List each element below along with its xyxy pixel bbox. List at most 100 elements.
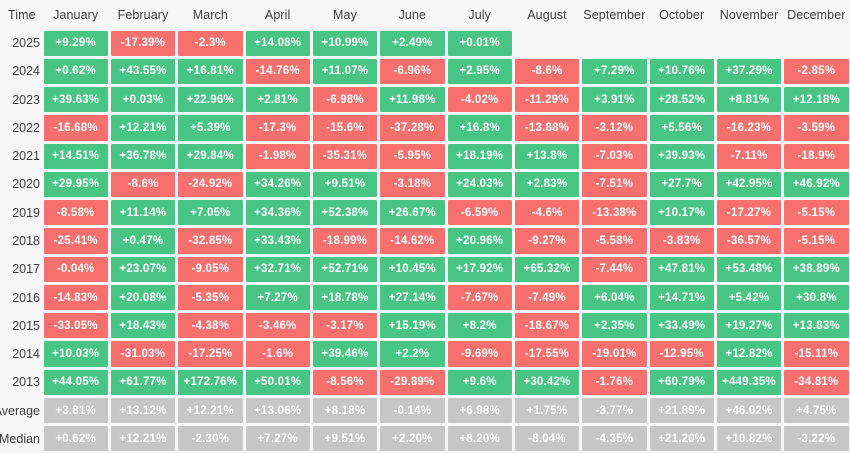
negative-return-cell: -18.9% (784, 143, 849, 169)
empty-cell (581, 29, 648, 57)
positive-return-cell: +17.92% (447, 256, 512, 282)
negative-return-cell: -12.95% (649, 341, 714, 367)
negative-return-cell: -4.02% (447, 87, 512, 113)
negative-return-cell: -13.88% (514, 115, 580, 141)
negative-return-cell: -1.6% (245, 341, 310, 367)
stat-return-cell: +3.81% (43, 397, 108, 424)
positive-return-cell: +26.67% (380, 200, 445, 226)
positive-return-cell: +20.96% (447, 228, 512, 254)
negative-return-cell: -9.69% (447, 341, 512, 367)
positive-return-cell: +32.71% (245, 256, 310, 282)
negative-return-cell: -8.6% (110, 171, 176, 198)
year-row-label: 2014 (12, 347, 40, 362)
stat-return-cell: -3.77% (582, 397, 647, 424)
negative-return-cell: -8.6% (514, 58, 580, 85)
positive-return-cell: +37.29% (716, 58, 782, 85)
positive-return-cell: +0.01% (447, 30, 512, 56)
positive-return-cell: +61.77% (110, 369, 176, 395)
negative-return-cell: -16.68% (43, 115, 108, 141)
negative-return-cell: -32.85% (178, 228, 243, 254)
positive-return-cell: +8.81% (716, 87, 782, 113)
positive-return-cell: +28.52% (649, 87, 714, 113)
negative-return-cell: -14.83% (43, 284, 108, 311)
positive-return-cell: +33.43% (245, 228, 310, 254)
positive-return-cell: +44.05% (43, 369, 108, 395)
positive-return-cell: +7.05% (178, 200, 243, 226)
positive-return-cell: +53.48% (716, 256, 782, 282)
positive-return-cell: +39.46% (312, 341, 378, 367)
negative-return-cell: -6.98% (312, 87, 378, 113)
stat-return-cell: -2.30% (178, 426, 243, 452)
year-row-label: 2020 (12, 177, 40, 192)
positive-return-cell: +14.51% (43, 143, 108, 169)
year-row-label: 2025 (12, 36, 40, 51)
negative-return-cell: -1.76% (582, 369, 647, 395)
positive-return-cell: +5.56% (649, 115, 714, 141)
month-header: September (583, 7, 646, 22)
positive-return-cell: +2.2% (380, 341, 445, 367)
positive-return-cell: +18.43% (110, 313, 176, 339)
negative-return-cell: -15.11% (784, 341, 849, 367)
negative-return-cell: -14.76% (245, 58, 310, 85)
negative-return-cell: -25.41% (43, 228, 108, 254)
positive-return-cell: +5.42% (716, 284, 782, 311)
stat-return-cell: +13.06% (245, 397, 310, 424)
stat-row-label: Median (0, 431, 40, 446)
positive-return-cell: +43.55% (110, 58, 176, 85)
negative-return-cell: -7.49% (514, 284, 580, 311)
positive-return-cell: +65.32% (514, 256, 580, 282)
stat-return-cell: +21.20% (649, 426, 714, 452)
positive-return-cell: +2.81% (245, 87, 310, 113)
negative-return-cell: -5.95% (380, 143, 445, 169)
stat-return-cell: +4.75% (784, 397, 849, 424)
positive-return-cell: +18.78% (312, 284, 378, 311)
negative-return-cell: -4.38% (178, 313, 243, 339)
year-row-label: 2015 (12, 318, 40, 333)
positive-return-cell: +34.36% (245, 200, 310, 226)
positive-return-cell: +52.38% (312, 200, 378, 226)
negative-return-cell: -7.03% (582, 143, 647, 169)
month-header: July (468, 7, 491, 22)
negative-return-cell: -13.38% (582, 200, 647, 226)
negative-return-cell: -29.89% (380, 369, 445, 395)
stat-return-cell: +12.21% (178, 397, 243, 424)
positive-return-cell: +13.83% (784, 313, 849, 339)
positive-return-cell: +33.49% (649, 313, 714, 339)
negative-return-cell: -34.81% (784, 369, 849, 395)
month-header: February (117, 7, 169, 22)
month-header: March (192, 7, 228, 22)
positive-return-cell: +22.96% (178, 87, 243, 113)
positive-return-cell: +27.7% (649, 171, 714, 198)
month-header: August (527, 7, 567, 22)
negative-return-cell: -9.27% (514, 228, 580, 254)
positive-return-cell: +10.76% (649, 58, 714, 85)
positive-return-cell: +14.71% (649, 284, 714, 311)
positive-return-cell: +14.08% (245, 30, 310, 56)
positive-return-cell: +13.8% (514, 143, 580, 169)
stat-return-cell: +2.20% (380, 426, 445, 452)
positive-return-cell: +9.29% (43, 30, 108, 56)
positive-return-cell: +11.98% (380, 87, 445, 113)
positive-return-cell: +0.03% (110, 87, 176, 113)
positive-return-cell: +60.79% (649, 369, 714, 395)
positive-return-cell: +27.14% (380, 284, 445, 311)
stat-return-cell: +9.51% (312, 426, 378, 452)
positive-return-cell: +18.19% (447, 143, 512, 169)
positive-return-cell: +0.62% (43, 58, 108, 85)
positive-return-cell: +10.45% (380, 256, 445, 282)
stat-return-cell: +21.89% (649, 397, 714, 424)
year-row-label: 2019 (12, 205, 40, 220)
positive-return-cell: +46.92% (784, 171, 849, 198)
stat-return-cell: +10.82% (716, 426, 782, 452)
negative-return-cell: -3.17% (312, 313, 378, 339)
negative-return-cell: -4.6% (514, 200, 580, 226)
year-row-label: 2018 (12, 233, 40, 248)
positive-return-cell: +36.78% (110, 143, 176, 169)
month-header: April (264, 7, 291, 22)
positive-return-cell: +12.18% (784, 87, 849, 113)
positive-return-cell: +9.6% (447, 369, 512, 395)
stat-return-cell: +1.75% (514, 397, 580, 424)
positive-return-cell: +10.17% (649, 200, 714, 226)
year-row-label: 2024 (12, 64, 40, 79)
